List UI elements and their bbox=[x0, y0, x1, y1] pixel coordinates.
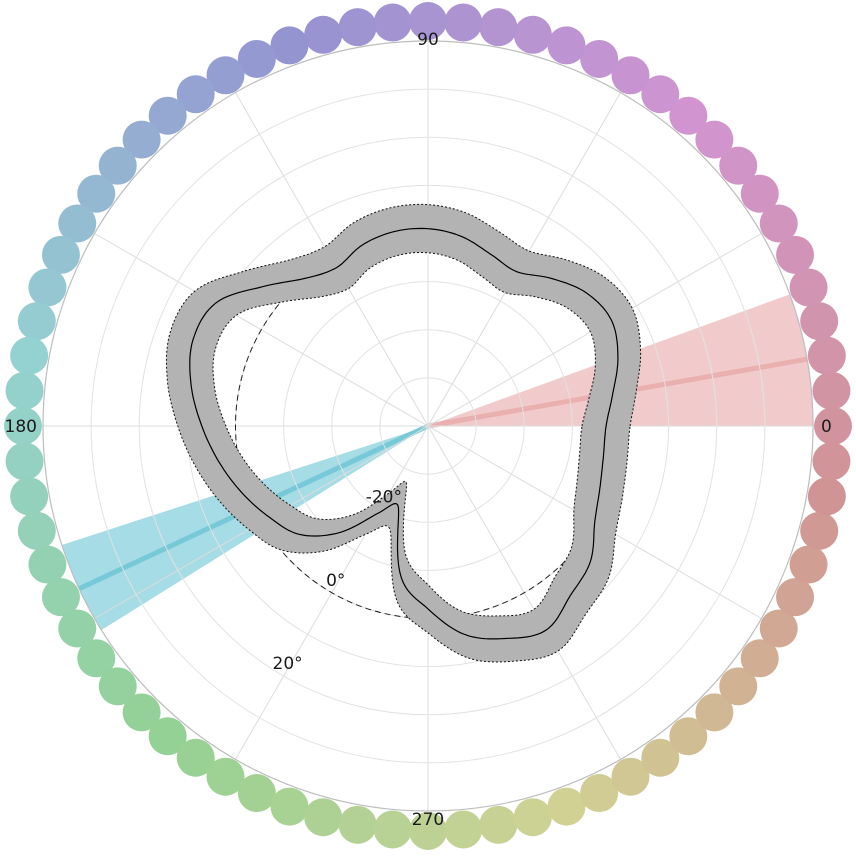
color-dot bbox=[304, 798, 343, 837]
color-dot bbox=[759, 609, 798, 648]
color-dot bbox=[580, 774, 619, 813]
band-outer-edge bbox=[165, 203, 642, 663]
grid-ring bbox=[283, 281, 573, 571]
mean-line bbox=[189, 227, 619, 640]
color-dot bbox=[148, 717, 187, 756]
color-dot bbox=[479, 805, 518, 844]
color-dot bbox=[373, 3, 412, 42]
color-dot bbox=[148, 96, 187, 135]
color-dot bbox=[789, 545, 828, 584]
color-dot bbox=[10, 477, 49, 516]
color-dot bbox=[77, 174, 116, 213]
color-dot bbox=[338, 805, 377, 844]
angle-tick-label: 270 bbox=[412, 810, 444, 830]
outer-ring bbox=[42, 40, 814, 812]
band-layer bbox=[165, 203, 642, 663]
grid-ring bbox=[138, 136, 718, 716]
color-dot bbox=[807, 477, 846, 516]
color-dot bbox=[5, 371, 44, 410]
color-dot bbox=[122, 693, 161, 732]
color-dot bbox=[28, 545, 67, 584]
color-dot bbox=[237, 774, 276, 813]
color-dot bbox=[641, 738, 680, 777]
color-dot bbox=[695, 693, 734, 732]
color-dot bbox=[176, 75, 215, 114]
color-dot bbox=[611, 757, 650, 796]
color-dot bbox=[4, 407, 42, 445]
color-dot bbox=[814, 407, 852, 445]
color-dot bbox=[740, 639, 779, 678]
color-dot bbox=[206, 56, 245, 95]
polar-grid bbox=[42, 40, 814, 812]
color-dot bbox=[17, 302, 56, 341]
color-dot bbox=[812, 371, 851, 410]
color-dot bbox=[122, 120, 161, 159]
color-dot bbox=[513, 798, 552, 837]
color-dot bbox=[547, 787, 586, 826]
color-dot bbox=[513, 15, 552, 54]
color-dot bbox=[547, 26, 586, 65]
color-dot bbox=[5, 442, 44, 481]
radial-tick-label: 0° bbox=[326, 571, 345, 591]
color-dot bbox=[812, 442, 851, 481]
color-dot bbox=[373, 810, 412, 849]
color-dot bbox=[776, 578, 815, 617]
color-dot bbox=[409, 2, 447, 40]
color-dot bbox=[800, 511, 839, 550]
label-layer: 0 90 180 270 -20° 0° 20° bbox=[5, 30, 832, 830]
color-dot bbox=[807, 336, 846, 375]
color-wheel bbox=[4, 2, 852, 850]
color-dot bbox=[58, 609, 97, 648]
color-dot bbox=[10, 336, 49, 375]
grid-ring bbox=[331, 329, 525, 523]
angle-tick-label: 90 bbox=[417, 30, 439, 50]
color-dot bbox=[759, 204, 798, 243]
grid-ring bbox=[379, 377, 477, 475]
color-dot bbox=[77, 639, 116, 678]
color-dot bbox=[740, 174, 779, 213]
color-dot bbox=[669, 96, 708, 135]
angle-tick-label: 180 bbox=[5, 417, 37, 437]
color-dot bbox=[270, 787, 309, 826]
color-dot bbox=[669, 717, 708, 756]
color-dot bbox=[479, 8, 518, 47]
radial-tick-label: 20° bbox=[273, 654, 303, 674]
color-dot bbox=[17, 511, 56, 550]
wedge bbox=[61, 426, 429, 631]
color-dot bbox=[695, 120, 734, 159]
color-dot bbox=[98, 146, 137, 185]
color-dot bbox=[444, 3, 483, 42]
color-dot bbox=[41, 235, 80, 274]
color-dot bbox=[444, 810, 483, 849]
color-dot bbox=[611, 56, 650, 95]
confidence-band bbox=[166, 204, 641, 662]
color-dot bbox=[641, 75, 680, 114]
grid-ring bbox=[90, 88, 766, 764]
color-dot bbox=[237, 39, 276, 78]
color-dot bbox=[800, 302, 839, 341]
color-dot bbox=[98, 667, 137, 706]
radial-tick-label: -20° bbox=[366, 487, 402, 507]
band-inner-edge bbox=[212, 252, 596, 617]
color-dot bbox=[41, 578, 80, 617]
color-dot bbox=[789, 268, 828, 307]
color-dot bbox=[58, 204, 97, 243]
color-dot bbox=[719, 667, 758, 706]
color-dot bbox=[719, 146, 758, 185]
color-dot bbox=[409, 812, 447, 850]
color-dot bbox=[176, 738, 215, 777]
color-dot bbox=[304, 15, 343, 54]
color-dot bbox=[206, 757, 245, 796]
mean-line-layer bbox=[189, 227, 619, 640]
color-dot bbox=[338, 8, 377, 47]
color-dot bbox=[28, 268, 67, 307]
angle-tick-label: 0 bbox=[821, 417, 832, 437]
color-dot bbox=[776, 235, 815, 274]
color-dot bbox=[270, 26, 309, 65]
color-dot bbox=[580, 39, 619, 78]
